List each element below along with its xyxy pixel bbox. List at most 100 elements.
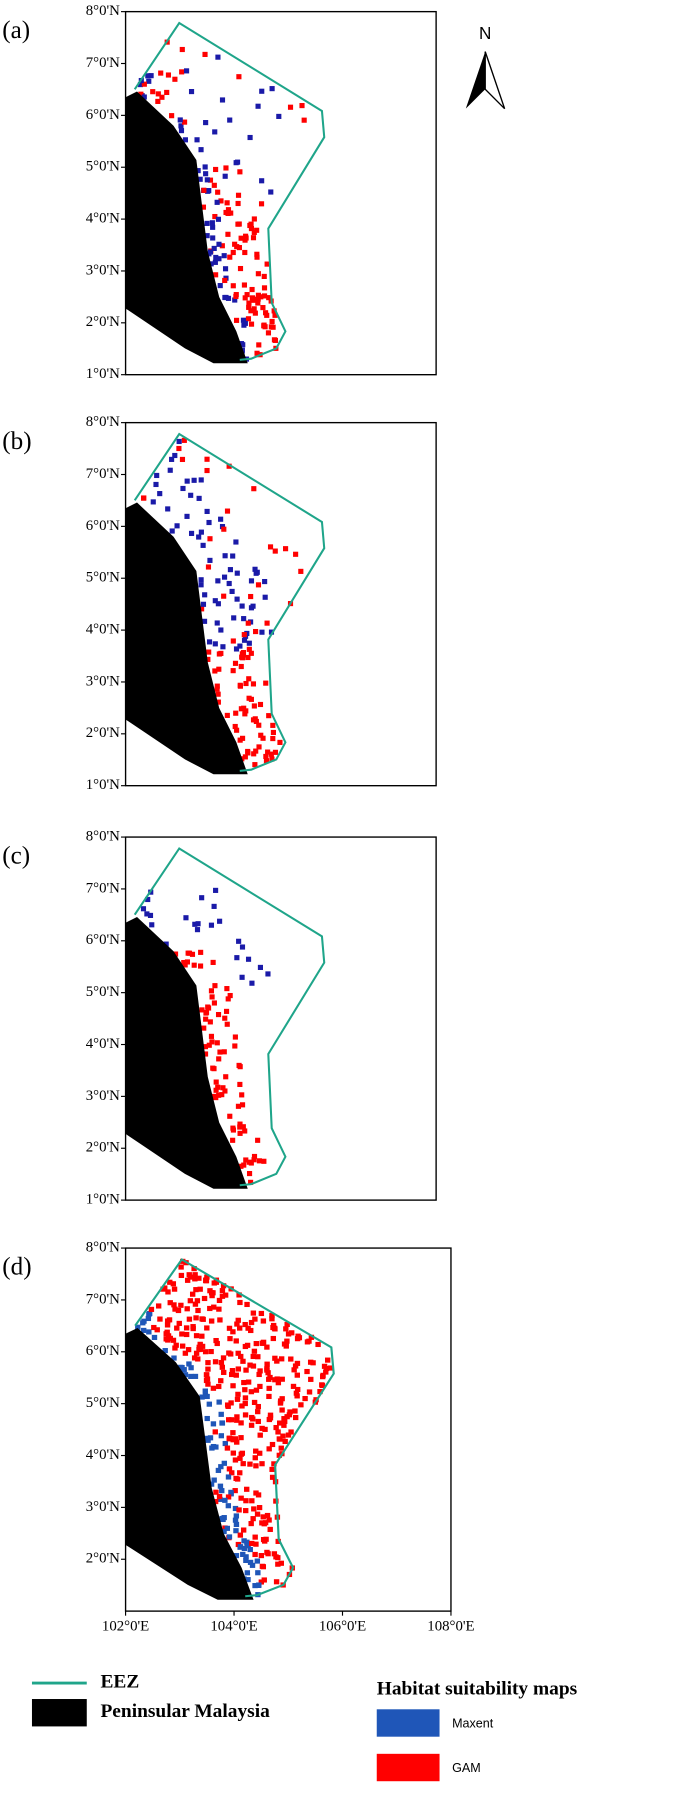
gam-cell [250, 1516, 256, 1522]
gam-cell [248, 1521, 254, 1527]
maxent-cell [204, 508, 210, 514]
lat-label: 7°0'N [86, 55, 120, 71]
maxent-cell [188, 88, 195, 95]
maxent-cell [215, 578, 221, 584]
gam-cell [241, 1379, 247, 1386]
gam-cell [244, 1301, 250, 1308]
gam-cell [219, 243, 225, 249]
maxent-cell [206, 188, 212, 194]
maxent-cell [151, 1334, 158, 1341]
gam-cell [178, 1264, 184, 1270]
maxent-cell [200, 542, 206, 548]
gam-cell [183, 1325, 190, 1331]
gam-cell [157, 1316, 163, 1322]
gam-cell [248, 321, 255, 327]
gam-cell [225, 1494, 232, 1500]
gam-cell [220, 1283, 227, 1289]
gam-cell [203, 1016, 209, 1022]
gam-cell [230, 668, 236, 674]
gam-cell [263, 310, 269, 316]
maxent-cell [233, 1553, 240, 1559]
maxent-cell [248, 578, 255, 584]
gam-cell [216, 1383, 222, 1390]
maxent-cell [137, 82, 144, 88]
gam-cell [235, 1391, 241, 1397]
gam-cell [235, 192, 242, 198]
gam-cell [250, 1416, 256, 1422]
gam-cell [189, 951, 196, 957]
gam-cell [222, 1015, 228, 1021]
gam-cell [265, 1370, 271, 1376]
gam-cell [228, 1417, 235, 1423]
gam-cell [176, 445, 182, 452]
gam-cell [226, 1466, 233, 1472]
gam-cell [216, 1493, 223, 1500]
gam-cell [228, 210, 234, 216]
gam-cell [294, 1372, 300, 1378]
gam-cell [242, 249, 248, 256]
gam-cell [251, 1157, 257, 1163]
gam-cell [237, 1532, 244, 1538]
maxent-cell [247, 1559, 254, 1565]
gam-cell [181, 437, 187, 443]
gam-cell [243, 1508, 249, 1514]
eez-boundary [133, 21, 326, 361]
gam-cell [262, 1538, 268, 1544]
gam-cell [283, 1343, 289, 1349]
gam-cell [248, 308, 254, 314]
maxent-cell [145, 896, 151, 903]
gam-cell [241, 1162, 247, 1168]
gam-cell [223, 165, 229, 171]
gam-cell [251, 751, 257, 757]
gam-cell [239, 1092, 245, 1098]
gam-cell [253, 1341, 260, 1347]
gam-cell [202, 1349, 209, 1355]
lat-label: 3°0'N [86, 262, 120, 278]
gam-cell [155, 91, 161, 97]
lat-label: 1°0'N [86, 777, 120, 793]
legend-gam: GAM [452, 1761, 481, 1775]
gam-cell [222, 1292, 229, 1298]
maxent-cell [145, 1315, 152, 1322]
gam-cell [186, 950, 193, 956]
maxent-cell [216, 1399, 222, 1405]
maxent-cell [236, 938, 242, 944]
gam-cell [204, 1376, 211, 1382]
gam-cell [232, 241, 238, 247]
gam-cell [245, 316, 252, 322]
gam-cell [298, 568, 304, 574]
gam-cell [255, 271, 261, 277]
maxent-cell [184, 513, 190, 519]
maxent-cell [233, 646, 240, 652]
maxent-cell [195, 921, 201, 927]
maxent-cell [244, 1539, 250, 1545]
gam-cell [247, 1362, 253, 1368]
gam-cell [193, 1315, 199, 1321]
gam-cell [260, 735, 266, 741]
maxent-cell [243, 1557, 249, 1564]
maxent-cell [232, 1517, 239, 1523]
gam-cell [238, 706, 244, 712]
gam-cell [270, 735, 276, 742]
gam-cell [196, 1275, 202, 1281]
maxent-cell [241, 616, 247, 622]
maxent-cell [224, 1525, 231, 1531]
gam-cell [236, 1325, 243, 1331]
gam-cell [253, 1463, 259, 1469]
gam-cell [205, 1381, 211, 1387]
gam-cell [196, 1346, 202, 1353]
maxent-cell [157, 491, 163, 497]
gam-cell [280, 1433, 286, 1439]
gam-cell [269, 1441, 276, 1448]
gam-cell [275, 1380, 282, 1386]
gam-cell [186, 1272, 192, 1278]
gam-cell [269, 1466, 275, 1472]
maxent-cell [252, 566, 258, 572]
maxent-cell [212, 598, 218, 604]
maxent-cell [172, 452, 178, 459]
gam-cell [235, 200, 241, 207]
gam-cell [292, 1414, 299, 1421]
maxent-cell [228, 1489, 234, 1495]
gam-cell [262, 1520, 269, 1526]
gam-cell [182, 1350, 189, 1356]
